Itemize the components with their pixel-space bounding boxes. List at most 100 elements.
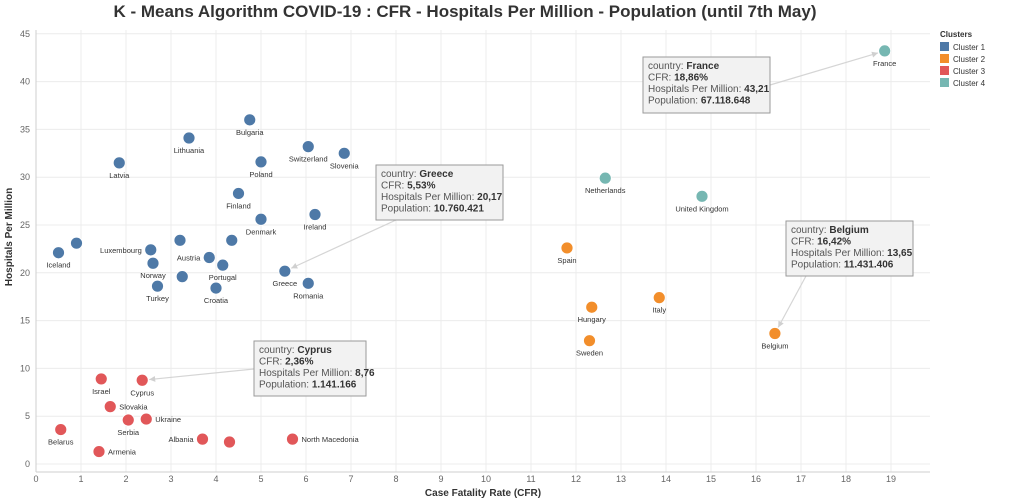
tooltip-line: Population: 11.431.406 [791,260,894,271]
data-point[interactable] [173,233,187,247]
data-point[interactable] [146,256,160,270]
point-label: Serbia [117,428,140,437]
data-point[interactable] [175,270,189,284]
data-point[interactable] [243,113,257,127]
data-point[interactable] [225,233,239,247]
data-point[interactable] [182,131,196,145]
point-label: Romania [293,291,324,300]
data-point[interactable] [121,413,135,427]
data-point[interactable] [92,445,106,458]
point-label: Italy [652,306,666,315]
point-label: Lithuania [174,146,205,155]
legend-entry-label: Cluster 3 [953,67,986,76]
point-label: Slovakia [119,403,148,412]
data-point[interactable] [308,208,322,221]
x-tick-label: 17 [796,474,806,484]
chart-title: K - Means Algorithm COVID-19 : CFR - Hos… [113,2,817,21]
x-tick-label: 7 [348,474,353,484]
y-tick-label: 35 [20,124,30,134]
tooltip-connector [290,219,397,269]
data-point[interactable] [254,155,268,169]
data-point[interactable] [94,372,108,386]
tooltip-line: CFR: 16,42% [791,237,851,248]
x-tick-label: 13 [616,474,626,484]
x-tick-label: 12 [571,474,581,484]
x-tick-label: 9 [438,474,443,484]
data-point[interactable] [209,281,223,295]
data-point[interactable] [278,264,292,278]
point-label: Austria [177,254,201,263]
data-point[interactable] [216,258,230,272]
x-tick-label: 2 [123,474,128,484]
tooltip-line: Population: 1.141.166 [259,380,357,391]
data-point[interactable] [151,279,164,293]
data-point[interactable] [54,423,68,436]
axis-layer: 0 1 2 3 4 5 6 7 8 9 10 11 12 13 14 15 16 17 18 190510152025… [20,29,930,484]
x-tick-label: 0 [33,474,38,484]
data-point[interactable] [878,44,892,58]
y-tick-label: 40 [20,77,30,87]
point-label: Spain [557,256,576,265]
data-point[interactable] [301,276,315,290]
x-tick-label: 16 [751,474,761,484]
data-points[interactable] [52,44,892,458]
point-label: United Kingdom [675,204,728,213]
point-label: Croatia [204,296,229,305]
y-axis-title: Hospitals Per Million [4,188,15,286]
data-point[interactable] [337,146,351,160]
data-point[interactable] [254,212,268,226]
data-point[interactable] [135,373,149,387]
data-point[interactable] [202,251,216,264]
point-label: Latvia [109,171,130,180]
point-label: France [873,59,896,68]
point-label: Israel [92,387,111,396]
legend-entry-label: Cluster 1 [953,43,986,52]
data-point[interactable] [103,400,117,414]
point-label: Denmark [246,227,277,236]
data-point[interactable] [232,187,245,200]
y-tick-label: 30 [20,172,30,182]
point-label: Slovenia [330,161,360,170]
tooltip-box [785,220,914,277]
data-point[interactable] [560,241,574,255]
x-tick-label: 10 [481,474,491,484]
y-tick-label: 5 [25,411,30,421]
data-point[interactable] [652,291,666,305]
point-label: North Macedonia [302,435,360,444]
tooltip-line: Hospitals Per Million: 20,17 [381,192,503,203]
y-tick-label: 45 [20,29,30,39]
point-label: Belarus [48,438,74,447]
data-point[interactable] [585,300,599,314]
tooltip-arrowhead [871,51,878,58]
tooltip-line: Hospitals Per Million: 13,65 [791,248,913,259]
tooltip-line: CFR: 18,86% [648,73,708,84]
y-tick-label: 25 [20,220,30,230]
data-point[interactable] [695,189,709,203]
grid-layer [35,30,930,472]
data-point[interactable] [598,171,612,185]
data-point[interactable] [286,432,299,446]
data-point[interactable] [112,156,126,170]
tooltip-connector [777,275,807,328]
point-label: Ireland [304,222,327,231]
point-label: Cyprus [130,388,154,397]
point-label: Belgium [761,342,788,351]
x-tick-label: 15 [706,474,716,484]
data-point[interactable] [52,246,65,260]
x-tick-label: 18 [841,474,851,484]
data-point[interactable] [139,412,153,426]
point-label: Sweden [576,349,603,358]
data-point[interactable] [583,334,596,348]
data-point[interactable] [70,236,83,250]
point-label: Ukraine [155,415,181,424]
data-point[interactable] [301,140,315,154]
data-point[interactable] [144,243,158,257]
tooltip-line: Hospitals Per Million: 43,21 [648,84,770,95]
data-point[interactable] [196,432,209,446]
data-point[interactable] [223,435,236,449]
data-point[interactable] [768,327,782,340]
x-tick-label: 5 [258,474,263,484]
tooltip-connector [149,368,255,381]
